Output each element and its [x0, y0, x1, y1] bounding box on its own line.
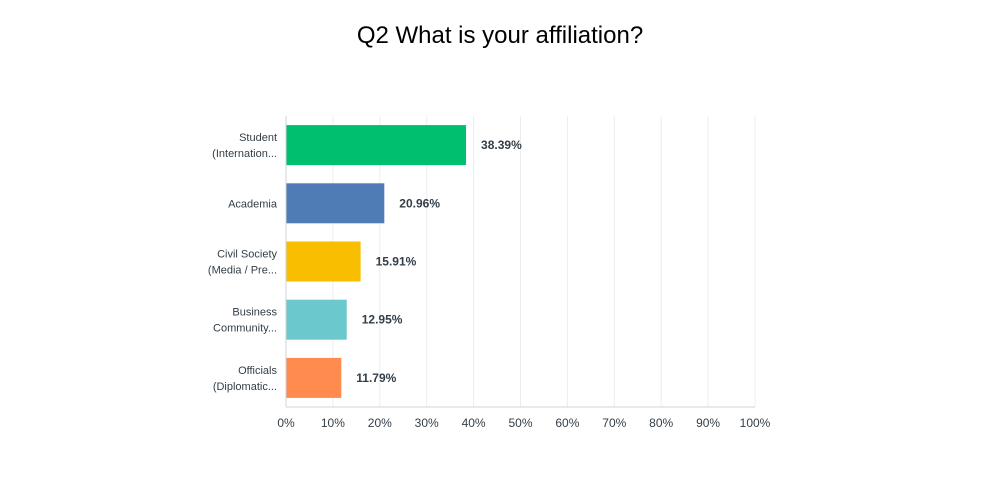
labels: 0% 10% 20% 30% 40% 50% 60% 70% 80% 90% 100% 38.39% S… — [208, 132, 771, 430]
data-label: 15.91% — [376, 255, 417, 269]
bar — [286, 183, 385, 224]
x-tick-label: 90% — [696, 416, 720, 430]
bars — [286, 125, 467, 398]
bar — [286, 125, 467, 166]
x-tick-label: 100% — [740, 416, 771, 430]
bar — [286, 299, 347, 340]
data-label: 20.96% — [399, 196, 440, 210]
category-label: Academia — [228, 198, 278, 210]
x-tick-label: 40% — [462, 416, 486, 430]
data-label: 11.79% — [356, 371, 396, 385]
x-tick-label: 60% — [555, 416, 579, 430]
x-tick-label: 80% — [649, 416, 673, 430]
data-label: 38.39% — [481, 138, 522, 152]
axes — [285, 116, 755, 408]
x-tick-label: 10% — [321, 416, 345, 430]
x-tick-label: 0% — [277, 416, 295, 430]
chart-title: Q2 What is your affiliation? — [356, 22, 644, 49]
bar — [286, 241, 361, 282]
bar — [286, 357, 342, 398]
category-label: Business Community... — [213, 307, 277, 335]
x-tick-label: 70% — [602, 416, 626, 430]
x-tick-label: 50% — [508, 416, 532, 430]
x-tick-label: 20% — [368, 416, 392, 430]
category-label: Civil Society (Media / Pre... — [208, 249, 278, 277]
data-label: 12.95% — [362, 313, 403, 327]
x-tick-label: 30% — [415, 416, 439, 430]
category-label: Officials (Diplomatic... — [213, 365, 278, 393]
category-label: Student (Internation... — [212, 132, 277, 160]
